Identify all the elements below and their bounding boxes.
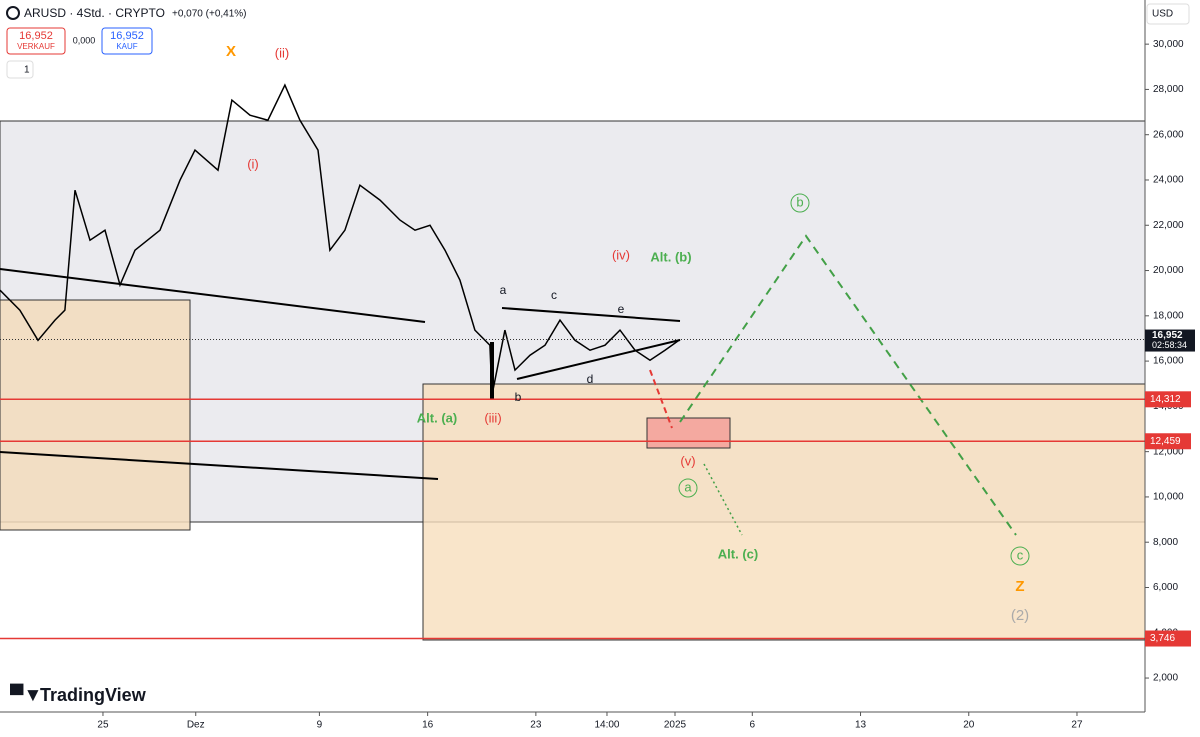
interval-count[interactable]: 1	[24, 65, 30, 76]
sell-button[interactable]	[6, 27, 66, 55]
wave-label: Z	[1015, 578, 1024, 595]
y-tick-label: 16,000	[1153, 356, 1184, 367]
countdown: 02:58:34	[1152, 340, 1187, 350]
wave-label: c	[1017, 547, 1024, 562]
wave-label: c	[551, 288, 557, 302]
wave-label: b	[515, 390, 522, 404]
wave-label: e	[618, 302, 625, 316]
last-price-label: 16,952	[1152, 330, 1183, 341]
x-tick-label: 27	[1071, 720, 1083, 731]
brand: ▀▼	[10, 683, 42, 706]
triangle-line	[516, 339, 681, 380]
level-tag	[1145, 630, 1191, 647]
triangle-line	[501, 307, 681, 322]
change: +0,070 (+0,41%)	[172, 9, 247, 20]
x-tick-label: 20	[963, 720, 975, 731]
wave-label: a	[500, 283, 507, 297]
left-box	[0, 299, 191, 531]
wave-label: Alt. (a)	[417, 410, 457, 425]
spread: 0,000	[73, 35, 96, 45]
x-tick-label: 23	[530, 720, 542, 731]
y-tick-label: 6,000	[1153, 582, 1178, 593]
trend-line	[0, 268, 426, 323]
level-label: 14,312	[1150, 394, 1181, 405]
wave-label: b	[796, 194, 803, 209]
level-tag	[1145, 433, 1191, 450]
y-tick-label: 8,000	[1153, 537, 1178, 548]
x-tick-label: 2025	[664, 720, 687, 731]
y-tick-label: 28,000	[1153, 84, 1184, 95]
plot	[0, 83, 1145, 640]
price-axis	[1145, 0, 1200, 737]
y-tick-label: 20,000	[1153, 265, 1184, 276]
target-box	[422, 383, 1146, 641]
wave-label: (2)	[1011, 607, 1029, 624]
wave-label: (i)	[247, 156, 259, 171]
x-tick-label: 25	[97, 720, 109, 731]
price-line	[0, 83, 681, 396]
wave-label: Alt. (c)	[718, 546, 758, 561]
sell-price[interactable]: 16,952	[19, 30, 53, 42]
x-tick-label: Dez	[187, 720, 205, 731]
last-price-tag	[1145, 329, 1195, 352]
y-tick-label: 24,000	[1153, 175, 1184, 186]
level-tag	[1145, 391, 1191, 408]
wave-circle	[1010, 546, 1030, 566]
projection	[679, 234, 1017, 536]
wave-circle	[790, 193, 810, 213]
buy-button[interactable]	[101, 27, 153, 55]
symbol: ARUSD · 4Std. · CRYPTO	[24, 6, 165, 20]
level-label: 3,746	[1150, 633, 1175, 644]
y-tick-label: 10,000	[1153, 492, 1184, 503]
projection	[703, 463, 743, 536]
level-label: 12,459	[1150, 436, 1181, 447]
x-tick-label: 13	[855, 720, 867, 731]
wave-label: (v)	[680, 453, 695, 468]
x-tick-label: 16	[422, 720, 434, 731]
y-tick-label: 2,000	[1153, 673, 1178, 684]
wave-label: a	[684, 479, 692, 494]
y-tick-label: 18,000	[1153, 310, 1184, 321]
sell-label[interactable]: VERKAUF	[17, 42, 55, 51]
wave-label: (iv)	[612, 247, 630, 262]
buy-label[interactable]: KAUF	[116, 42, 137, 51]
x-tick-label: 6	[750, 720, 756, 731]
collapse-button[interactable]	[6, 60, 34, 79]
axes: 2,0004,0006,0008,00010,00012,00014,00016…	[97, 39, 1195, 731]
currency-button[interactable]	[1146, 3, 1190, 25]
red-box	[646, 417, 731, 449]
y-tick-label: 12,000	[1153, 446, 1184, 457]
y-tick-label: 22,000	[1153, 220, 1184, 231]
wave-label: Alt. (b)	[650, 249, 691, 264]
brand: TradingView	[40, 685, 147, 705]
wave-label: (iii)	[484, 410, 501, 425]
y-tick-label: 26,000	[1153, 129, 1184, 140]
wave-label: d	[587, 372, 594, 386]
x-tick-label: 14:00	[594, 720, 619, 731]
trend-line	[0, 451, 439, 480]
buy-price[interactable]: 16,952	[110, 30, 144, 42]
y-tick-label: 30,000	[1153, 39, 1184, 50]
wave-label: (ii)	[275, 45, 289, 60]
x-tick-label: 9	[317, 720, 323, 731]
currency[interactable]: USD	[1152, 9, 1173, 20]
wave-circle	[678, 478, 698, 498]
wave-label: X	[226, 43, 236, 60]
symbol-icon	[6, 6, 20, 20]
